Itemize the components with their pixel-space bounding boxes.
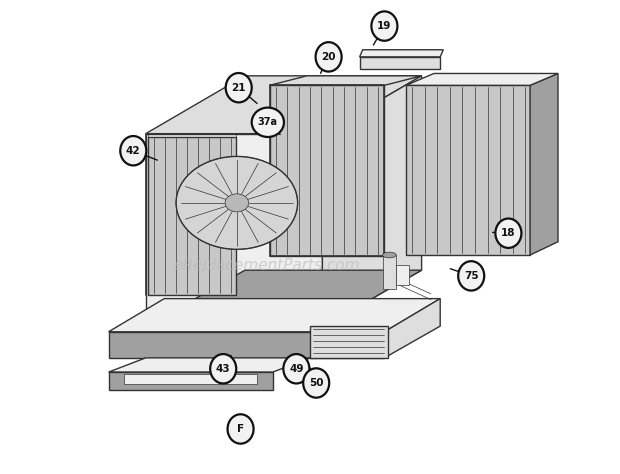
Polygon shape (146, 134, 322, 327)
Polygon shape (322, 76, 422, 327)
Ellipse shape (228, 414, 254, 444)
Text: 21: 21 (231, 82, 246, 93)
Polygon shape (406, 85, 530, 255)
Ellipse shape (316, 42, 342, 72)
Polygon shape (270, 85, 384, 256)
Polygon shape (270, 76, 422, 85)
Polygon shape (384, 299, 440, 358)
Ellipse shape (225, 194, 249, 212)
Polygon shape (406, 73, 558, 85)
Ellipse shape (383, 252, 396, 258)
Polygon shape (108, 332, 384, 358)
Ellipse shape (303, 368, 329, 398)
Text: 19: 19 (377, 21, 392, 31)
Text: eReplacementParts.com: eReplacementParts.com (173, 258, 360, 273)
Text: 75: 75 (464, 271, 479, 281)
Polygon shape (310, 326, 388, 358)
Text: 42: 42 (126, 146, 141, 156)
Polygon shape (108, 372, 273, 390)
Polygon shape (396, 265, 409, 285)
Polygon shape (148, 137, 236, 295)
Ellipse shape (458, 261, 484, 291)
Polygon shape (383, 255, 396, 289)
Text: 49: 49 (289, 364, 304, 374)
Polygon shape (146, 76, 422, 134)
Polygon shape (360, 57, 440, 69)
Ellipse shape (226, 73, 252, 102)
Polygon shape (108, 358, 310, 372)
Text: 50: 50 (309, 378, 324, 388)
Polygon shape (124, 374, 257, 384)
Text: 20: 20 (321, 52, 336, 62)
Ellipse shape (210, 354, 236, 383)
Ellipse shape (176, 156, 298, 249)
Text: 37a: 37a (258, 117, 278, 128)
Polygon shape (530, 73, 558, 255)
Ellipse shape (283, 354, 309, 383)
Polygon shape (108, 299, 440, 332)
Ellipse shape (252, 108, 284, 137)
Ellipse shape (371, 11, 397, 41)
Text: 43: 43 (216, 364, 231, 374)
Polygon shape (146, 270, 422, 327)
Text: 18: 18 (501, 228, 516, 238)
Ellipse shape (120, 136, 146, 165)
Text: F: F (237, 424, 244, 434)
Ellipse shape (495, 219, 521, 248)
Polygon shape (360, 50, 443, 57)
